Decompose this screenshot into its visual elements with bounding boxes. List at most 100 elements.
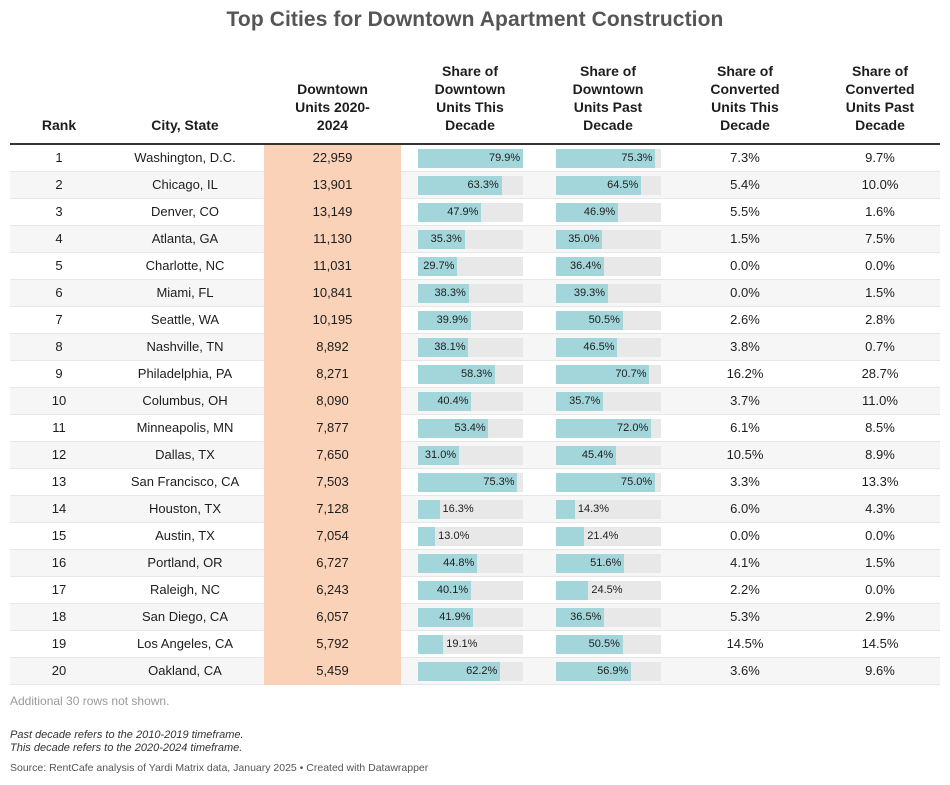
converted-past-decade-cell: 1.6%	[865, 204, 895, 219]
share-past-decade-bar-label: 56.9%	[597, 665, 629, 677]
rank-cell: 18	[51, 609, 67, 624]
header-units: Downtown Units 2020- 2024	[264, 62, 401, 134]
share-past-decade-bar-track: 39.3%	[556, 284, 661, 303]
header-share-past: Share of Downtown Units Past Decade	[548, 62, 668, 134]
share-this-decade-bar-track: 13.0%	[418, 527, 523, 546]
share-past-decade-bar-label: 36.4%	[570, 260, 602, 272]
table-row: 19 Los Angeles, CA 5,792 19.1% 50.5% 14.5% 14.…	[10, 631, 940, 658]
share-past-decade-bar	[556, 419, 652, 438]
share-this-decade-bar	[418, 473, 518, 492]
share-past-decade-bar-track: 75.3%	[556, 149, 661, 168]
share-this-decade-bar-track: 35.3%	[418, 230, 523, 249]
converted-past-decade-cell: 1.5%	[865, 555, 895, 570]
converted-past-decade-cell: 7.5%	[865, 231, 895, 246]
share-this-decade-bar-label: 19.1%	[446, 638, 478, 650]
share-this-decade-bar-label: 13.0%	[438, 530, 470, 542]
share-past-decade-bar-label: 35.0%	[568, 233, 600, 245]
share-this-decade-bar	[418, 257, 458, 276]
converted-past-decade-cell: 9.7%	[865, 150, 895, 165]
rank-cell: 16	[51, 555, 67, 570]
converted-this-decade-cell: 3.8%	[730, 339, 760, 354]
rank-cell: 17	[51, 582, 67, 597]
share-this-decade-bar-label: 53.4%	[454, 422, 486, 434]
header-rank: Rank	[20, 62, 98, 134]
share-past-decade-bar	[556, 230, 603, 249]
table-row: 18 San Diego, CA 6,057 41.9% 36.5% 5.3% 2.9%	[10, 604, 940, 631]
share-past-decade-bar-label: 46.5%	[583, 341, 615, 353]
header-share-past-line: Downtown	[572, 81, 644, 97]
header-city-label: City, State	[151, 117, 219, 133]
share-past-decade-bar-track: 35.7%	[556, 392, 661, 411]
rank-cell: 5	[55, 258, 63, 273]
share-past-decade-bar-track: 24.5%	[556, 581, 661, 600]
converted-past-decade-cell: 0.0%	[865, 582, 895, 597]
share-past-decade-bar	[556, 635, 623, 654]
rank-cell: 8	[55, 339, 63, 354]
share-past-decade-bar	[556, 446, 616, 465]
header-conv-this-line: Converted	[710, 81, 780, 97]
table-row: 15 Austin, TX 7,054 13.0% 21.4% 0.0% 0.0%	[10, 523, 940, 550]
share-past-decade-bar	[556, 338, 618, 357]
share-this-decade-bar-track: 53.4%	[418, 419, 523, 438]
table-row: 17 Raleigh, NC 6,243 40.1% 24.5% 2.2% 0.0%	[10, 577, 940, 604]
city-cell: Los Angeles, CA	[136, 636, 234, 651]
share-past-decade-bar	[556, 284, 608, 303]
header-share-this-line: Share of	[441, 63, 498, 79]
share-this-decade-bar-track: 29.7%	[418, 257, 523, 276]
share-this-decade-bar	[418, 419, 489, 438]
converted-past-decade-cell: 10.0%	[861, 177, 899, 192]
share-past-decade-bar	[556, 311, 623, 330]
converted-past-decade-cell: 28.7%	[861, 366, 899, 381]
units-cell: 7,650	[264, 442, 401, 469]
header-conv-past: Share of Converted Units Past Decade	[820, 62, 940, 134]
table-body: 1 Washington, D.C. 22,959 79.9% 75.3% 7.3% 9.7…	[10, 145, 940, 685]
share-this-decade-bar-label: 58.3%	[460, 368, 493, 380]
share-past-decade-bar-track: 50.5%	[556, 311, 661, 330]
chart-title: Top Cities for Downtown Apartment Constr…	[226, 8, 724, 31]
share-past-decade-bar-track: 70.7%	[556, 365, 661, 384]
share-this-decade-bar-track: 47.9%	[418, 203, 523, 222]
converted-past-decade-cell: 0.0%	[865, 528, 895, 543]
converted-past-decade-cell: 2.9%	[865, 609, 895, 624]
share-this-decade-bar-label: 40.4%	[437, 395, 469, 407]
converted-past-decade-cell: 14.5%	[861, 636, 899, 651]
share-past-decade-bar	[556, 149, 656, 168]
table-row: 10 Columbus, OH 8,090 40.4% 35.7% 3.7% 11.0%	[10, 388, 940, 415]
share-this-decade-bar-label: 16.3%	[442, 503, 474, 515]
city-cell: Chicago, IL	[152, 177, 218, 192]
rank-cell: 7	[55, 312, 63, 327]
table-row: 12 Dallas, TX 7,650 31.0% 45.4% 10.5% 8.9%	[10, 442, 940, 469]
converted-past-decade-cell: 0.0%	[865, 258, 895, 273]
rows-not-shown-note: Additional 30 rows not shown.	[10, 694, 170, 708]
share-past-decade-bar	[556, 203, 618, 222]
city-cell: Minneapolis, MN	[136, 420, 234, 435]
share-this-decade-bar-label: 63.3%	[467, 179, 499, 191]
share-past-decade-bar-track: 64.5%	[556, 176, 661, 195]
city-cell: Washington, D.C.	[134, 150, 236, 165]
header-city: City, State	[110, 62, 260, 134]
table-row: 5 Charlotte, NC 11,031 29.7% 36.4% 0.0% 0.0%	[10, 253, 940, 280]
share-past-decade-bar-track: 35.0%	[556, 230, 661, 249]
share-this-decade-bar	[418, 554, 478, 573]
share-this-decade-bar	[418, 203, 482, 222]
share-this-decade-bar	[418, 527, 436, 546]
city-cell: Houston, TX	[148, 501, 222, 516]
share-past-decade-bar-track: 45.4%	[556, 446, 661, 465]
share-past-decade-bar-label: 45.4%	[581, 449, 614, 461]
city-cell: Philadelphia, PA	[137, 366, 233, 381]
share-this-decade-bar	[418, 284, 469, 303]
share-past-decade-bar-label: 35.7%	[569, 395, 601, 407]
share-this-decade-bar-label: 79.9%	[489, 152, 521, 164]
rank-cell: 3	[55, 204, 63, 219]
share-this-decade-bar-track: 79.9%	[418, 149, 523, 168]
share-this-decade-bar	[418, 176, 502, 195]
city-cell: Charlotte, NC	[145, 258, 225, 273]
header-share-this-line: Downtown	[434, 81, 506, 97]
units-cell: 11,031	[264, 253, 401, 280]
share-this-decade-bar	[418, 230, 465, 249]
converted-this-decade-cell: 2.6%	[730, 312, 760, 327]
table-row: 13 San Francisco, CA 7,503 75.3% 75.0% 3.3% 13…	[10, 469, 940, 496]
share-this-decade-bar	[418, 311, 471, 330]
footnote-past-decade: Past decade refers to the 2010-2019 time…	[10, 729, 244, 741]
share-past-decade-bar-track: 36.4%	[556, 257, 661, 276]
